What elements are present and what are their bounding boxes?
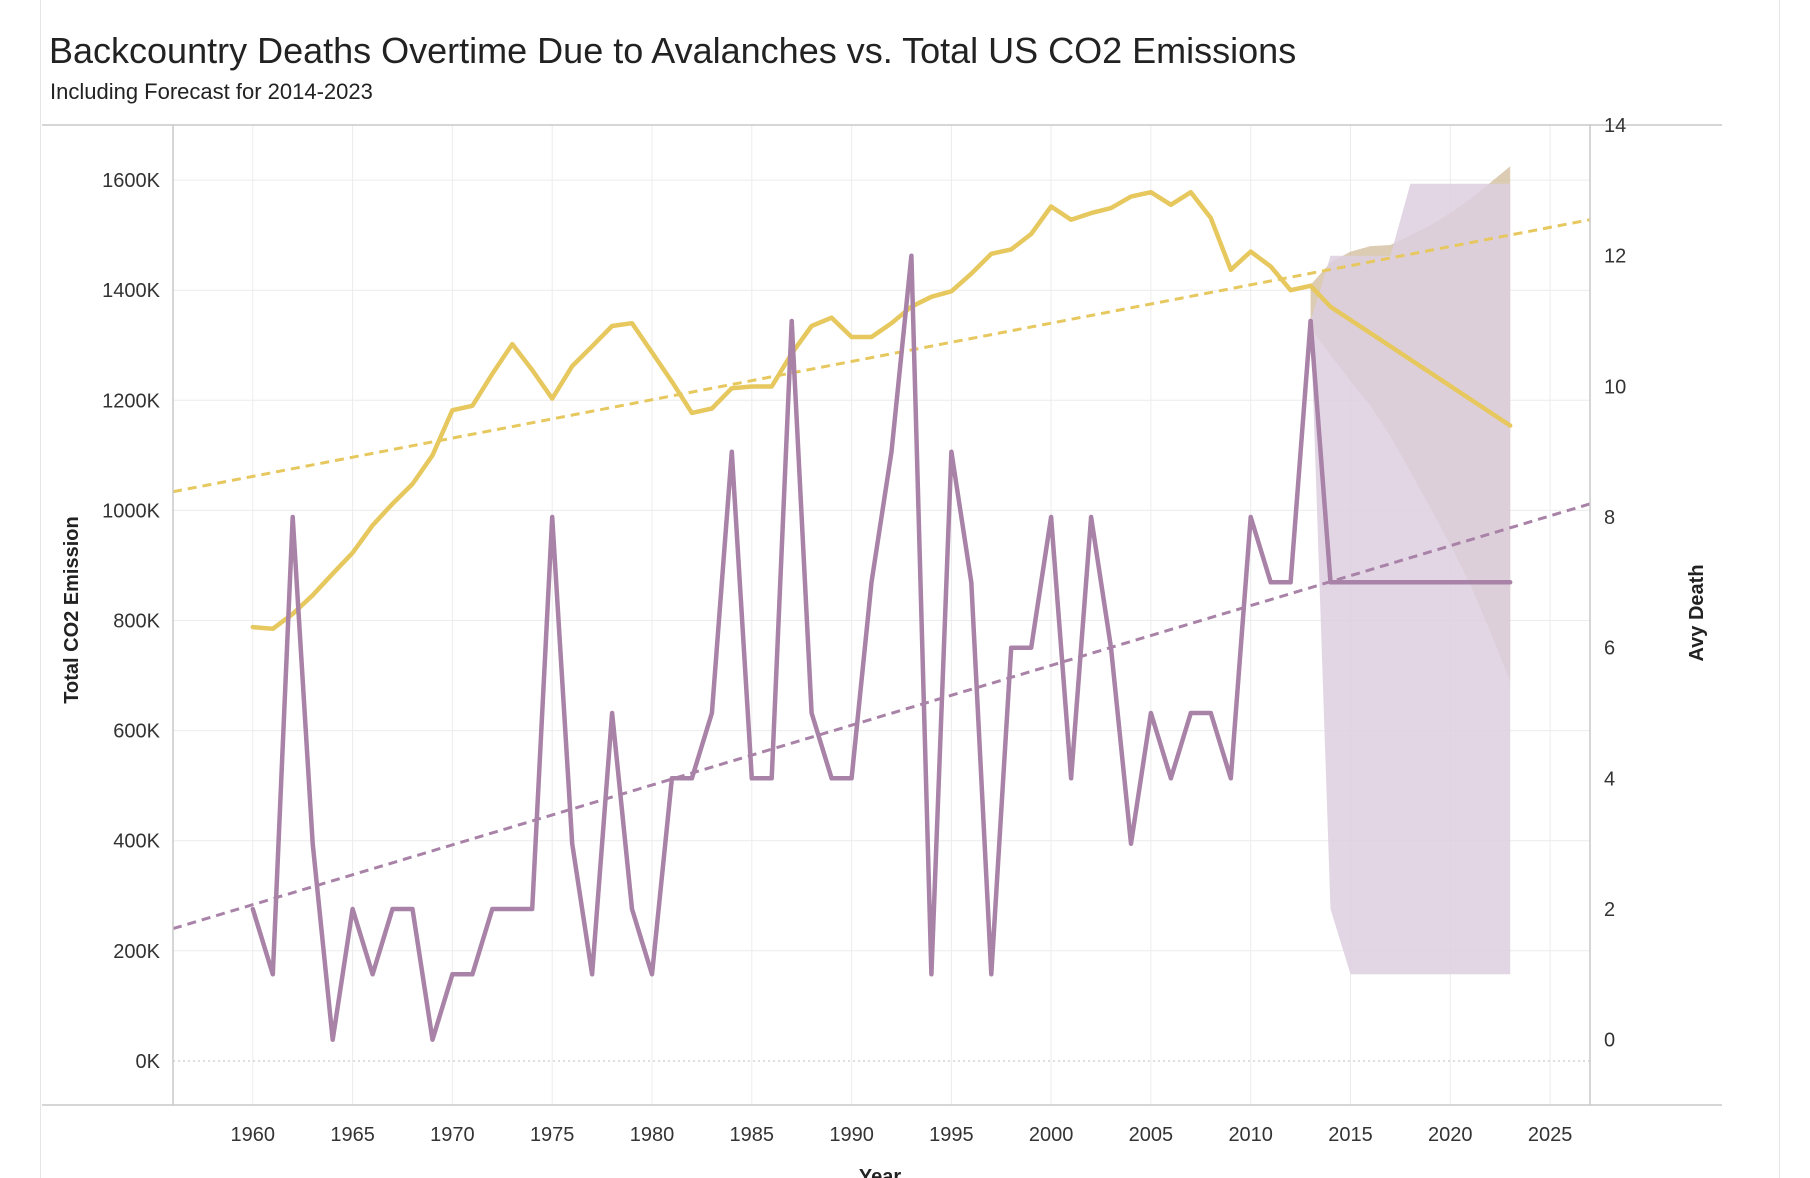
left-axis-title: Total CO2 Emission (61, 516, 83, 703)
x-tick-label: 1990 (829, 1124, 874, 1146)
x-tick-label: 1975 (530, 1124, 575, 1146)
x-tick-label: 1980 (630, 1124, 675, 1146)
x-tick-label: 1965 (330, 1124, 375, 1146)
y-right-tick-label: 4 (1604, 768, 1615, 790)
deaths-forecast-line (1308, 318, 1513, 585)
y-right-tick-label: 10 (1604, 376, 1626, 398)
x-tick-label: 2020 (1428, 1124, 1473, 1146)
y-left-tick-label: 600K (113, 721, 160, 743)
x-tick-label: 1995 (929, 1124, 974, 1146)
axes (42, 124, 1722, 1106)
y-left-tick-label: 1600K (102, 170, 160, 192)
deaths-forecast-band (1310, 183, 1511, 975)
x-axis-title: Year (859, 1166, 901, 1178)
y-left-tick-label: 1200K (102, 390, 160, 412)
tick-labels: 1960 1965 1970 1975 1980 1985 1990 1995 2000 2005… (102, 115, 1626, 1146)
dashboard-frame (40, 0, 1780, 1178)
y-left-tick-label: 400K (113, 831, 160, 853)
y-left-tick-label: 800K (113, 611, 160, 633)
x-tick-label: 2010 (1228, 1124, 1273, 1146)
x-tick-label: 1960 (231, 1124, 276, 1146)
y-right-tick-label: 0 (1604, 1030, 1615, 1052)
x-tick-label: 2025 (1528, 1124, 1573, 1146)
deaths-trend-line (172, 502, 1591, 931)
chart-subtitle: Including Forecast for 2014-2023 (50, 79, 373, 104)
co2-forecast-line (1308, 283, 1513, 428)
co2-trend-line (172, 218, 1591, 494)
y-right-tick-label: 8 (1604, 507, 1615, 529)
x-tick-label: 1985 (730, 1124, 775, 1146)
x-tick-label: 2015 (1328, 1124, 1373, 1146)
y-left-tick-label: 1400K (102, 280, 160, 302)
y-right-tick-label: 6 (1604, 638, 1615, 660)
x-tick-label: 2005 (1129, 1124, 1174, 1146)
chart-title: Backcountry Deaths Overtime Due to Avala… (49, 30, 1297, 71)
y-left-tick-label: 200K (113, 941, 160, 963)
deaths-line (250, 253, 1313, 1042)
x-tick-label: 1970 (430, 1124, 475, 1146)
y-right-tick-label: 14 (1604, 115, 1626, 137)
forecast-bands (1310, 166, 1511, 975)
y-left-tick-label: 0K (136, 1051, 161, 1073)
trend-lines (172, 218, 1591, 931)
right-axis-title: Avy Death (1686, 564, 1708, 661)
x-tick-label: 2000 (1029, 1124, 1074, 1146)
y-left-tick-label: 1000K (102, 500, 160, 522)
co2-line (250, 189, 1313, 632)
y-right-tick-label: 2 (1604, 899, 1615, 921)
series-lines (250, 189, 1513, 1042)
y-right-tick-label: 12 (1604, 246, 1626, 268)
